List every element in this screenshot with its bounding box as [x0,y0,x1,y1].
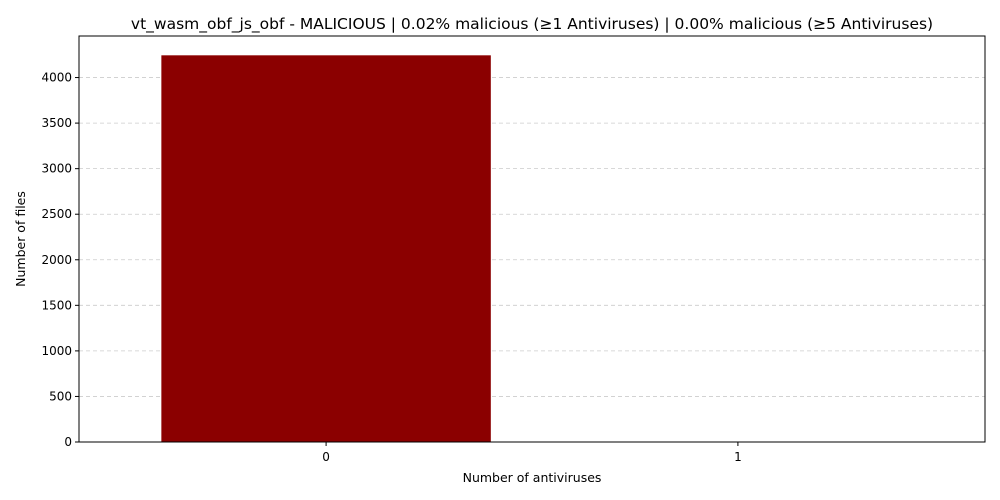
y-tick-label: 3500 [41,116,72,130]
y-tick-label: 1500 [41,298,72,312]
chart-title: vt_wasm_obf_js_obf - MALICIOUS | 0.02% m… [131,15,933,34]
plot-frame [78,35,986,443]
y-tick-label: 2500 [41,207,72,221]
y-tick-label: 500 [49,389,72,403]
x-tick-label: 0 [322,450,330,464]
y-axis-ticks: 0 500 1000 1500 2000 2500 3000 3500 4000 [41,71,79,449]
bar-0 [161,55,491,442]
y-tick-label: 3000 [41,162,72,176]
y-tick-label: 4000 [41,71,72,85]
y-tick-label: 2000 [41,253,72,267]
y-axis-label: Number of files [13,191,28,287]
x-axis-label: Number of antiviruses [463,470,602,485]
y-tick-label: 0 [64,435,72,449]
y-tick-label: 1000 [41,344,72,358]
x-tick-label: 1 [734,450,742,464]
bars [161,55,903,442]
